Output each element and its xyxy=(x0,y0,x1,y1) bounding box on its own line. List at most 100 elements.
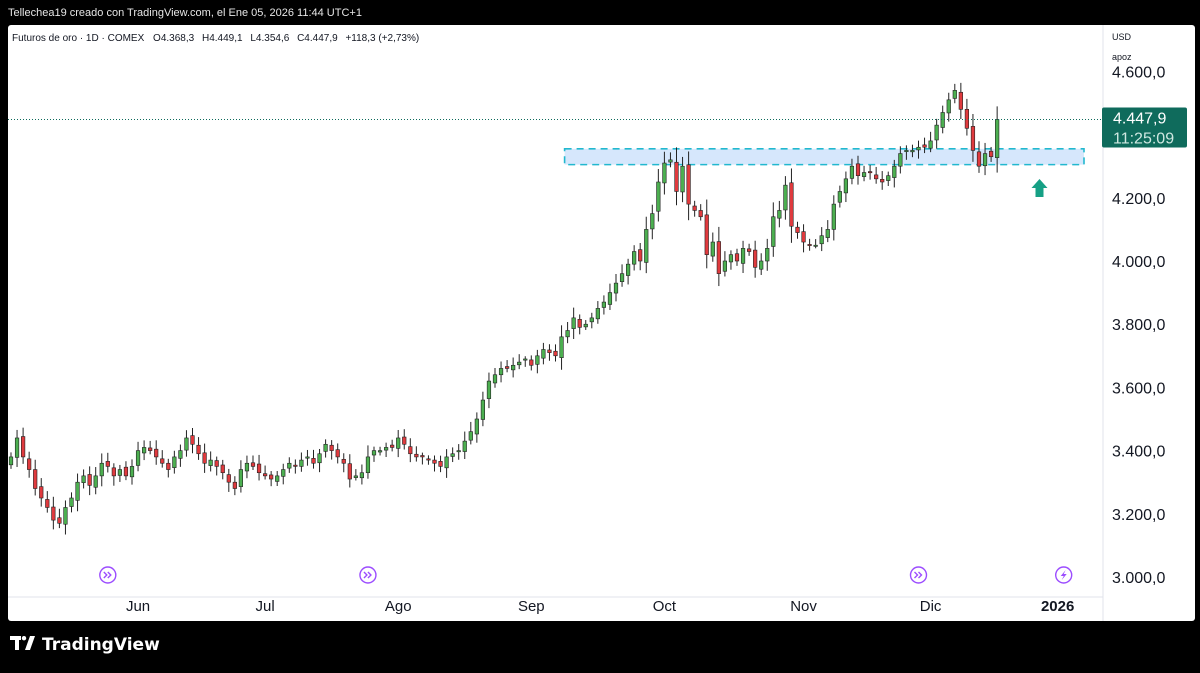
candle-body xyxy=(928,140,933,149)
candle xyxy=(535,349,540,374)
tradingview-logo[interactable]: TradingView xyxy=(10,635,160,655)
price-tick-label: 4.600,0 xyxy=(1112,64,1165,81)
candle xyxy=(75,473,80,512)
candle xyxy=(753,240,758,278)
candle xyxy=(498,361,504,383)
candle-body xyxy=(595,308,600,320)
candle xyxy=(607,283,613,310)
time-tick-label: 2026 xyxy=(1041,598,1074,615)
candle-body xyxy=(492,374,498,384)
axis-mode-label[interactable]: apoz xyxy=(1112,52,1132,62)
candle-body xyxy=(704,214,709,255)
chart-panel[interactable]: Futuros de oro · 1D · COMEX O4.368,3 H4.… xyxy=(8,25,1195,621)
candle-body xyxy=(619,273,625,282)
attribution-bar: Tellechea19 creado con TradingView.com, … xyxy=(0,0,1200,26)
candle-body xyxy=(202,452,207,464)
candle-body xyxy=(789,182,794,227)
candle-body xyxy=(69,497,74,507)
candlestick-chart[interactable]: Futuros de oro · 1D · COMEX O4.368,3 H4.… xyxy=(8,25,1195,621)
candle-body xyxy=(819,235,824,245)
candle-body xyxy=(607,292,613,305)
candle-body xyxy=(359,472,365,479)
candle-body xyxy=(293,464,298,467)
candle-body xyxy=(692,205,697,211)
candle xyxy=(680,156,685,203)
event-arrow-icon xyxy=(99,566,117,584)
candle-body xyxy=(160,458,165,464)
candle-body xyxy=(849,165,855,179)
candle-body xyxy=(523,358,528,361)
candle-body xyxy=(317,453,322,464)
candle-body xyxy=(740,248,746,264)
candle xyxy=(795,221,800,239)
candle xyxy=(771,202,776,257)
candle xyxy=(759,253,764,275)
price-tick-label: 3.000,0 xyxy=(1112,570,1165,587)
price-tick-label: 3.400,0 xyxy=(1112,444,1165,461)
candle-body xyxy=(698,210,703,218)
candle-body xyxy=(916,146,921,151)
candle xyxy=(250,455,256,470)
candle xyxy=(148,440,153,455)
candle-body xyxy=(831,203,836,230)
candle xyxy=(970,114,976,162)
candle xyxy=(898,146,903,174)
candle-body xyxy=(244,462,250,472)
candle-body xyxy=(759,260,764,270)
candle-body xyxy=(946,99,951,114)
time-tick-label: Jun xyxy=(126,598,150,615)
candle-body xyxy=(988,150,994,158)
candle-body xyxy=(323,443,328,452)
candle-body xyxy=(33,469,38,489)
last-price-value: 4.447,9 xyxy=(1113,110,1166,127)
legend-high: H4.449,1 xyxy=(202,33,243,44)
candle xyxy=(704,199,709,269)
time-axis[interactable]: Jun Jul Ago Sep Oct Nov Dic 2026 xyxy=(126,598,1074,615)
support-zone-fill xyxy=(564,148,1084,165)
candle xyxy=(57,508,62,529)
candle xyxy=(662,151,667,195)
candle xyxy=(317,448,322,473)
candle-body xyxy=(753,249,758,268)
candle xyxy=(632,245,637,271)
legend-low: L4.354,6 xyxy=(250,33,289,44)
candle-body xyxy=(63,507,68,525)
candle-body xyxy=(208,459,213,466)
candle xyxy=(111,463,116,486)
tradingview-wordmark: TradingView xyxy=(42,635,160,655)
lightning-event-icon xyxy=(1054,566,1073,584)
candle-body xyxy=(105,461,110,467)
candle-body xyxy=(220,464,225,474)
candle-body xyxy=(632,251,637,265)
price-tick-label: 3.200,0 xyxy=(1112,507,1165,524)
candle xyxy=(329,440,334,460)
candle xyxy=(93,467,98,495)
candle xyxy=(638,242,643,271)
candle-body xyxy=(184,437,189,451)
candle xyxy=(450,447,455,463)
candle-body xyxy=(638,249,643,262)
candle xyxy=(746,243,752,256)
candle xyxy=(601,295,606,315)
candle xyxy=(613,273,619,302)
candle-body xyxy=(650,213,655,230)
candle xyxy=(256,454,262,481)
candle-body xyxy=(311,458,316,464)
candle-body xyxy=(468,431,473,441)
candle xyxy=(27,451,32,478)
candle xyxy=(184,430,189,457)
candle xyxy=(541,342,546,365)
candle xyxy=(287,457,292,473)
candle xyxy=(529,355,534,371)
candle xyxy=(238,460,244,493)
candle-body xyxy=(420,455,425,458)
candle-body xyxy=(952,90,957,99)
candle-body xyxy=(662,162,667,184)
candle-body xyxy=(728,254,734,263)
price-axis[interactable]: 3.000,0 3.200,0 3.400,0 3.600,0 3.800,0 4.000… xyxy=(1112,64,1165,587)
support-zone[interactable] xyxy=(563,148,1085,166)
time-tick-label: Nov xyxy=(790,598,817,615)
candle-body xyxy=(535,355,540,365)
candle xyxy=(922,137,927,154)
last-price-countdown: 11:25:09 xyxy=(1113,130,1174,147)
